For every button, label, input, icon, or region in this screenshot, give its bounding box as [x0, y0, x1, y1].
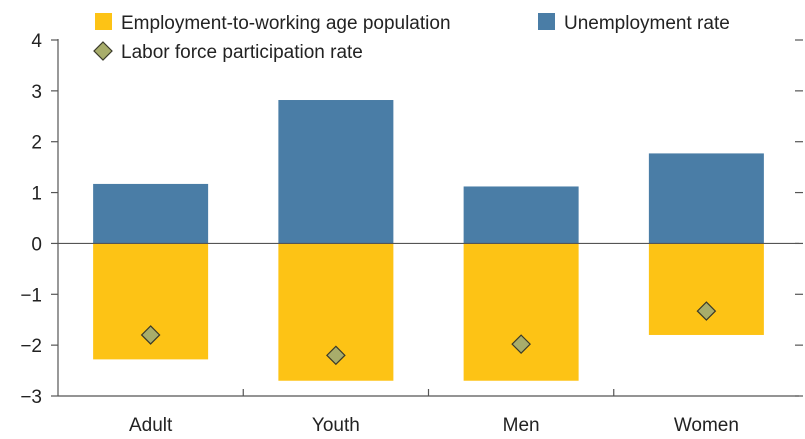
marker-women — [696, 301, 717, 321]
markers — [140, 301, 717, 366]
y-tick-label: −2 — [20, 336, 42, 357]
y-tick-label: 4 — [31, 31, 42, 52]
bar-women-employment — [648, 243, 764, 335]
y-tick-label: 1 — [31, 184, 42, 205]
y-tick-label: 0 — [31, 234, 42, 255]
x-tick-label: Men — [503, 415, 540, 436]
legend: Employment-to-working age population Une… — [93, 13, 730, 63]
y-tick-label: 2 — [31, 133, 42, 154]
x-axis: Adult Youth Men Women — [58, 389, 799, 436]
y-tick-label: 3 — [31, 82, 42, 103]
bars — [93, 100, 764, 381]
legend-swatch-employment — [95, 13, 112, 30]
marker-men — [511, 334, 531, 354]
y-tick-label: −1 — [20, 285, 42, 306]
y-tick-label: −3 — [20, 387, 42, 408]
bar-youth-unemployment — [278, 100, 394, 244]
legend-label-participation: Labor force participation rate — [121, 42, 363, 63]
legend-label-employment: Employment-to-working age population — [121, 13, 451, 34]
marker-youth — [326, 345, 346, 366]
bar-women-unemployment — [648, 153, 764, 244]
legend-label-unemployment: Unemployment rate — [564, 13, 730, 34]
marker-adult — [140, 325, 161, 345]
bar-men-unemployment — [463, 186, 579, 244]
right-axis-ticks — [795, 39, 803, 397]
bar-adult-unemployment — [93, 183, 209, 244]
bar-men-employment — [463, 243, 579, 381]
legend-swatch-unemployment — [538, 13, 555, 30]
legend-marker-participation — [93, 41, 113, 61]
x-tick-label: Adult — [129, 415, 173, 436]
x-tick-label: Youth — [312, 415, 360, 436]
y-axis: 4 3 2 1 0 −1 −2 −3 — [20, 31, 59, 408]
x-tick-label: Women — [674, 415, 739, 436]
